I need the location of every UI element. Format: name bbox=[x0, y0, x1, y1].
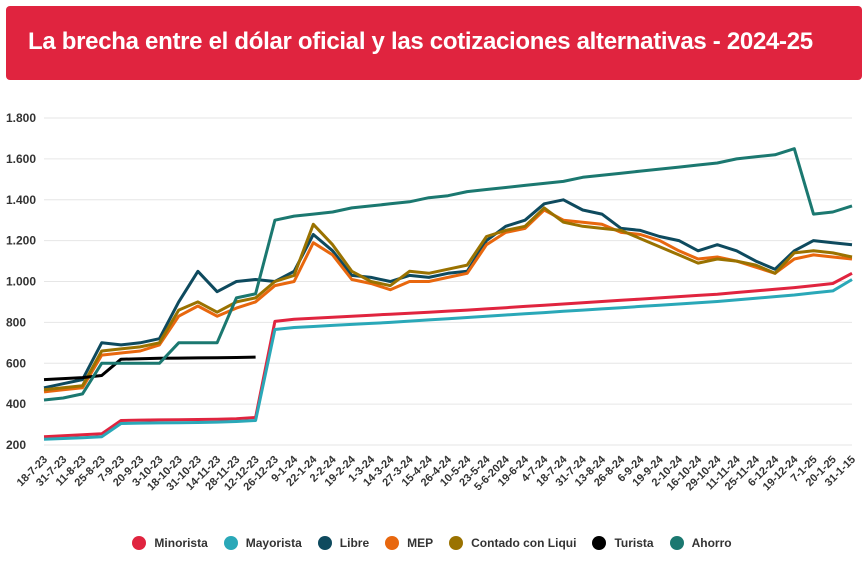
legend-label: Contado con Liqui bbox=[471, 536, 577, 550]
legend-item[interactable]: Contado con Liqui bbox=[449, 536, 576, 550]
y-tick-label: 1.200 bbox=[6, 234, 36, 248]
legend-item[interactable]: Libre bbox=[317, 536, 370, 550]
y-tick-label: 800 bbox=[6, 315, 26, 329]
series-line-turista bbox=[43, 355, 256, 382]
y-tick-label: 600 bbox=[6, 356, 26, 370]
legend-marker bbox=[669, 536, 684, 550]
legend-marker bbox=[385, 536, 400, 550]
series-line-minorista bbox=[43, 271, 853, 439]
title-banner: La brecha entre el dólar oficial y las c… bbox=[6, 6, 862, 80]
y-tick-label: 1.400 bbox=[6, 193, 36, 207]
y-tick-label: 400 bbox=[6, 397, 26, 411]
legend-item[interactable]: Ahorro bbox=[669, 536, 732, 550]
y-tick-label: 200 bbox=[6, 438, 26, 452]
chart-title: La brecha entre el dólar oficial y las c… bbox=[28, 28, 813, 55]
legend-marker bbox=[317, 536, 332, 550]
series-line-libre bbox=[43, 198, 853, 390]
y-tick-label: 1.600 bbox=[6, 152, 36, 166]
legend-label: Ahorro bbox=[691, 536, 732, 550]
legend-label: MEP bbox=[407, 536, 434, 550]
legend-marker bbox=[223, 536, 238, 550]
legend-item[interactable]: MEP bbox=[385, 536, 433, 550]
series-line-ahorro bbox=[43, 147, 853, 402]
legend-item[interactable]: Mayorista bbox=[223, 536, 302, 550]
legend-marker bbox=[449, 536, 464, 550]
chart-legend: Minorista Mayorista Libre MEP Contado con Li… bbox=[0, 533, 864, 553]
legend-label: Minorista bbox=[154, 536, 208, 550]
legend-item[interactable]: Minorista bbox=[132, 536, 208, 550]
legend-marker bbox=[592, 536, 607, 550]
series-line-contado-con-liqui bbox=[43, 206, 853, 392]
series-line-mep bbox=[43, 208, 853, 394]
y-tick-label: 1.000 bbox=[6, 275, 36, 289]
legend-label: Mayorista bbox=[245, 536, 302, 550]
legend-marker bbox=[132, 536, 147, 550]
legend-item[interactable]: Turista bbox=[592, 536, 654, 550]
y-tick-label: 1.800 bbox=[6, 111, 36, 125]
series-line-mayorista bbox=[43, 278, 853, 441]
line-chart: 2004006008001.0001.2001.4001.6001.80018-… bbox=[6, 111, 858, 493]
legend-label: Libre bbox=[339, 536, 370, 550]
legend-label: Turista bbox=[614, 536, 654, 550]
